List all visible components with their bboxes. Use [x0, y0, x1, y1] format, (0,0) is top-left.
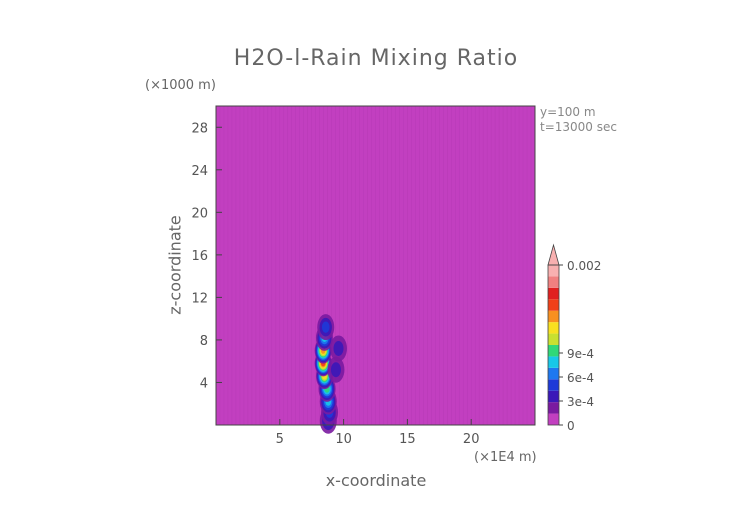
y-unit-label: (×1000 m): [145, 78, 216, 93]
colorbar-extend-arrow: [547, 243, 560, 266]
x-tick-label: 15: [399, 432, 416, 447]
colorbar-tick-label: 0.002: [567, 259, 601, 273]
x-tick-label: 10: [335, 432, 352, 447]
x-tick-label: 20: [463, 432, 480, 447]
y-tick-label: 24: [191, 164, 208, 179]
y-tick-label: 8: [200, 334, 208, 349]
chart-title: H2O-l-Rain Mixing Ratio: [233, 46, 519, 71]
colorbar-segment: [548, 379, 559, 391]
colorbar-segment: [548, 390, 559, 403]
colorbar-segment: [548, 287, 559, 300]
plume-cell-9: [333, 340, 344, 356]
colorbar-segment: [548, 367, 559, 380]
colorbar-segment: [548, 265, 559, 277]
plume-cell-10: [330, 362, 341, 378]
colorbar-segment: [548, 322, 559, 334]
y-tick-label: 4: [200, 376, 208, 391]
x-axis-label: x-coordinate: [325, 471, 427, 490]
colorbar-tick-label: 3e-4: [567, 395, 594, 409]
colorbar-tick-label: 6e-4: [567, 371, 594, 385]
colorbar-tick-label: 0: [567, 419, 575, 433]
y-tick-label: 28: [191, 121, 208, 136]
colorbar-segment: [548, 413, 559, 425]
colorbar-segment: [548, 333, 559, 345]
colorbar-segment: [548, 276, 559, 288]
colorbar-segment: [548, 299, 559, 311]
plot-frame: [215, 105, 536, 426]
colorbar-frame: [547, 264, 560, 426]
colorbar-segment: [548, 402, 559, 414]
x-unit-label: (×1E4 m): [474, 450, 537, 465]
annotation-t: t=13000 sec: [540, 120, 617, 134]
colorbar-tick-label: 9e-4: [567, 347, 594, 361]
y-tick-label: 20: [191, 206, 208, 221]
colorbar-segment: [548, 310, 559, 323]
colorbar-segment: [548, 345, 559, 357]
y-tick-label: 12: [191, 291, 208, 306]
y-tick-label: 16: [191, 249, 208, 264]
annotation-y: y=100 m: [540, 105, 596, 119]
plume-cell-8: [321, 321, 330, 333]
x-tick-label: 5: [276, 432, 284, 447]
colorbar-segment: [548, 356, 559, 368]
